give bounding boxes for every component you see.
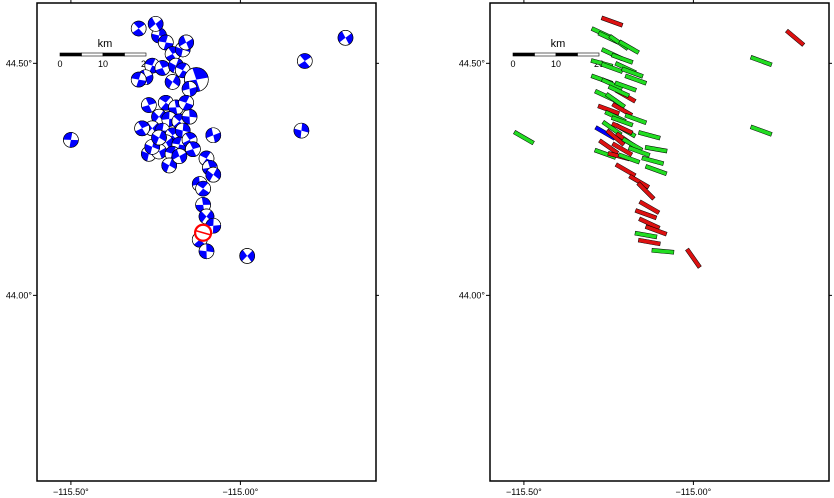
scale-label: 10 xyxy=(98,59,108,69)
focal-mechanism-symbol xyxy=(171,148,188,164)
focal-mechanism-symbol xyxy=(195,180,211,197)
focal-mechanism-symbol xyxy=(164,74,181,90)
fault-plane-bar xyxy=(634,230,658,240)
focal-mechanism-symbol xyxy=(134,120,150,137)
fault-plane-bar xyxy=(598,138,620,156)
scale-segment xyxy=(59,52,82,57)
focal-mechanism-symbol xyxy=(205,166,222,183)
fault-plane-bar xyxy=(621,66,644,79)
focal-mechanism-symbol xyxy=(297,53,313,69)
scale-segment xyxy=(81,52,104,57)
fault-plane-bar xyxy=(600,62,624,74)
y-tick-label: 44.00° xyxy=(6,290,33,300)
fault-plane-map: −115.50°−115.00°44.50°44.00°km01020 xyxy=(459,0,832,497)
fault-plane-bar xyxy=(611,121,634,136)
map-frame xyxy=(36,2,377,482)
focal-mechanism-symbol xyxy=(185,141,201,157)
focal-mechanism-symbol xyxy=(239,248,255,264)
fault-plane-bar xyxy=(627,145,651,158)
scale-bar: km01020 xyxy=(57,38,151,69)
scale-segment xyxy=(512,52,535,57)
fault-plane-bar xyxy=(644,164,668,177)
scale-label: 0 xyxy=(510,59,515,69)
x-tick-label: −115.00° xyxy=(676,487,712,497)
fault-plane-bar xyxy=(749,55,773,67)
scale-segment xyxy=(534,52,557,57)
focal-mechanism-symbol xyxy=(181,108,198,125)
fault-plane-bar xyxy=(614,80,637,93)
scale-segment xyxy=(124,52,147,57)
focal-mechanism-symbol xyxy=(205,127,222,144)
focal-mechanism-symbol xyxy=(154,60,171,76)
scale-title: km xyxy=(551,38,566,50)
focal-mechanism-symbol xyxy=(158,34,174,51)
fault-plane-bar xyxy=(618,39,640,55)
fault-plane-bar xyxy=(610,52,634,65)
x-tick-label: −115.50° xyxy=(53,487,89,497)
scale-bar: km01020 xyxy=(510,38,604,69)
x-tick-label: −115.50° xyxy=(506,487,542,497)
fault-plane-bar xyxy=(607,84,630,98)
fault-plane-bar xyxy=(600,15,624,28)
fault-plane-bar xyxy=(637,237,661,247)
fault-plane-bar xyxy=(621,136,644,153)
y-tick-label: 44.00° xyxy=(459,290,486,300)
fault-plane-bar xyxy=(685,247,702,269)
fault-plane-bar xyxy=(634,208,658,221)
x-tick-label: −115.00° xyxy=(223,487,259,497)
fault-plane-bar xyxy=(617,152,641,165)
fault-plane-bar xyxy=(749,124,773,137)
focal-mechanism-symbol xyxy=(178,94,194,111)
highlighted-focal-mechanism xyxy=(194,223,213,242)
focal-mechanism-symbol xyxy=(63,132,79,148)
scale-label: 0 xyxy=(57,59,62,69)
focal-mechanism-symbol xyxy=(130,20,147,37)
fault-plane-bar xyxy=(513,130,535,146)
scale-segment xyxy=(577,52,600,57)
focal-mechanism-symbol xyxy=(293,122,310,139)
fault-plane-bar xyxy=(604,92,626,109)
fault-plane-bar xyxy=(644,145,668,154)
fault-plane-bar xyxy=(624,113,648,125)
y-tick-label: 44.50° xyxy=(6,58,33,68)
focal-mechanism-symbol xyxy=(147,16,164,32)
y-tick-label: 44.50° xyxy=(459,58,486,68)
focal-mechanism-symbol xyxy=(141,97,157,113)
fault-plane-bar xyxy=(638,199,661,215)
fault-plane-bar xyxy=(637,130,661,141)
scale-segment xyxy=(555,52,578,57)
focal-mechanism-symbol xyxy=(151,129,167,146)
fault-plane-bar xyxy=(636,181,656,201)
focal-mechanism-symbol xyxy=(178,34,194,51)
focal-mechanism-symbol xyxy=(181,81,198,97)
fault-plane-bar xyxy=(614,162,637,178)
map-frame xyxy=(489,2,830,482)
fault-plane-bar xyxy=(651,248,675,255)
fault-plane-bar xyxy=(641,155,665,166)
focal-mechanism-symbol xyxy=(337,30,354,46)
fault-plane-bar xyxy=(644,224,668,237)
focal-mechanism-map: −115.50°−115.00°44.50°44.00°km01020 xyxy=(6,0,379,497)
fault-plane-bar xyxy=(611,141,634,157)
scale-title: km xyxy=(98,38,113,50)
focal-mechanism-symbol xyxy=(130,71,147,88)
fault-plane-bar xyxy=(610,115,634,128)
fault-plane-bar xyxy=(624,73,648,86)
fault-plane-bar xyxy=(785,28,806,47)
scale-label: 10 xyxy=(551,59,561,69)
focal-mechanism-symbol xyxy=(198,243,215,260)
scale-segment xyxy=(102,52,125,57)
